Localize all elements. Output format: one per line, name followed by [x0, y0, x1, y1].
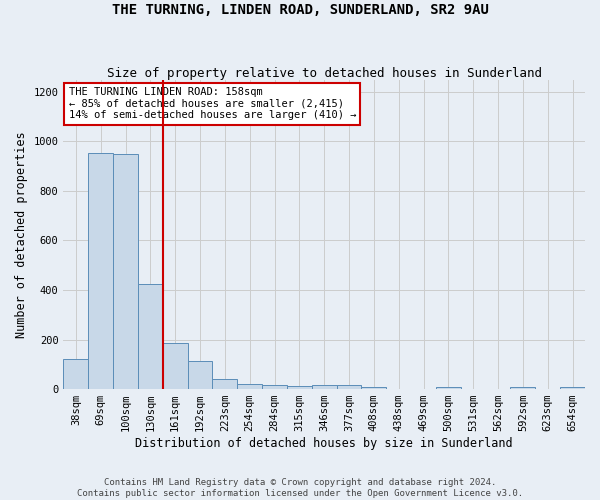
Bar: [138, 284, 163, 389]
Bar: [361, 386, 386, 389]
Bar: [163, 344, 188, 389]
Text: Contains HM Land Registry data © Crown copyright and database right 2024.
Contai: Contains HM Land Registry data © Crown c…: [77, 478, 523, 498]
Bar: [64, 360, 88, 389]
Y-axis label: Number of detached properties: Number of detached properties: [15, 131, 28, 338]
Text: THE TURNING LINDEN ROAD: 158sqm
← 85% of detached houses are smaller (2,415)
14%: THE TURNING LINDEN ROAD: 158sqm ← 85% of…: [68, 87, 356, 120]
Bar: [188, 360, 212, 389]
Bar: [287, 386, 312, 389]
Bar: [113, 154, 138, 389]
Title: Size of property relative to detached houses in Sunderland: Size of property relative to detached ho…: [107, 66, 542, 80]
Bar: [436, 386, 461, 389]
X-axis label: Distribution of detached houses by size in Sunderland: Distribution of detached houses by size …: [136, 437, 513, 450]
Bar: [312, 386, 337, 389]
Bar: [560, 386, 585, 389]
Text: THE TURNING, LINDEN ROAD, SUNDERLAND, SR2 9AU: THE TURNING, LINDEN ROAD, SUNDERLAND, SR…: [112, 2, 488, 16]
Bar: [337, 386, 361, 389]
Bar: [237, 384, 262, 389]
Bar: [262, 386, 287, 389]
Bar: [88, 152, 113, 389]
Bar: [511, 386, 535, 389]
Bar: [212, 379, 237, 389]
